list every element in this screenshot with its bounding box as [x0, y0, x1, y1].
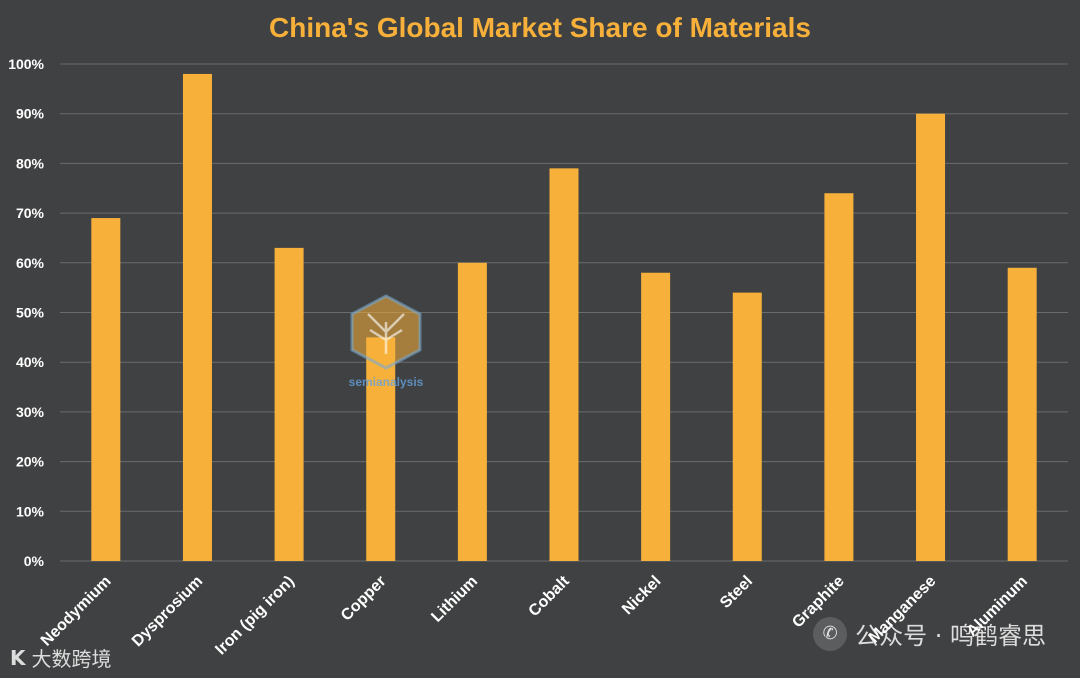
y-tick-label: 100%: [8, 56, 44, 72]
watermark-right: ✆ 公众号 · 鸣鹤睿思: [813, 616, 1046, 651]
bar-iron-pig-iron-: [274, 247, 304, 561]
bar-manganese: [916, 113, 946, 561]
bar-dysprosium: [182, 73, 212, 561]
y-tick-label: 30%: [16, 404, 45, 420]
semianalysis-logo-watermark: semianalysis: [349, 294, 424, 389]
chart-title: China's Global Market Share of Materials: [269, 12, 811, 43]
x-tick-label: Cobalt: [526, 572, 574, 620]
y-tick-label: 0%: [24, 553, 45, 569]
bar-lithium: [457, 262, 487, 561]
semianalysis-watermark-text: semianalysis: [349, 375, 424, 389]
brand-logo-icon: K: [10, 645, 25, 670]
y-tick-label: 60%: [16, 255, 45, 271]
x-tick-label: Steel: [717, 573, 756, 612]
wechat-icon: ✆: [813, 616, 848, 651]
y-tick-label: 90%: [16, 106, 45, 122]
y-tick-label: 50%: [16, 305, 45, 321]
bar-aluminum: [1007, 267, 1037, 561]
watermark-right-text: 公众号 · 鸣鹤睿思: [855, 622, 1046, 650]
bar-neodymium: [91, 218, 121, 561]
x-tick-label: Iron (pig iron): [212, 573, 298, 659]
y-tick-label: 10%: [16, 503, 45, 519]
bar-cobalt: [549, 168, 579, 561]
y-tick-label: 80%: [16, 155, 45, 171]
y-tick-label: 70%: [16, 205, 45, 221]
bar-copper: [366, 337, 396, 561]
bar-nickel: [641, 272, 671, 561]
x-tick-label: Lithium: [428, 573, 481, 626]
x-tick-label: Copper: [338, 573, 390, 625]
x-tick-label: Nickel: [619, 573, 664, 618]
bar-steel: [732, 292, 762, 561]
watermark-left-text: 大数跨境: [31, 647, 112, 671]
x-tick-label: Dysprosium: [129, 573, 206, 650]
y-axis-ticks: 0% 10% 20% 30% 40% 50% 60% 70% 80% 90% 100%: [8, 56, 44, 569]
bars: [91, 73, 1037, 561]
bar-graphite: [824, 193, 854, 561]
x-tick-label: Neodymium: [38, 573, 115, 650]
y-tick-label: 40%: [16, 354, 45, 370]
y-tick-label: 20%: [16, 454, 45, 470]
watermark-left: K 大数跨境: [10, 643, 112, 672]
